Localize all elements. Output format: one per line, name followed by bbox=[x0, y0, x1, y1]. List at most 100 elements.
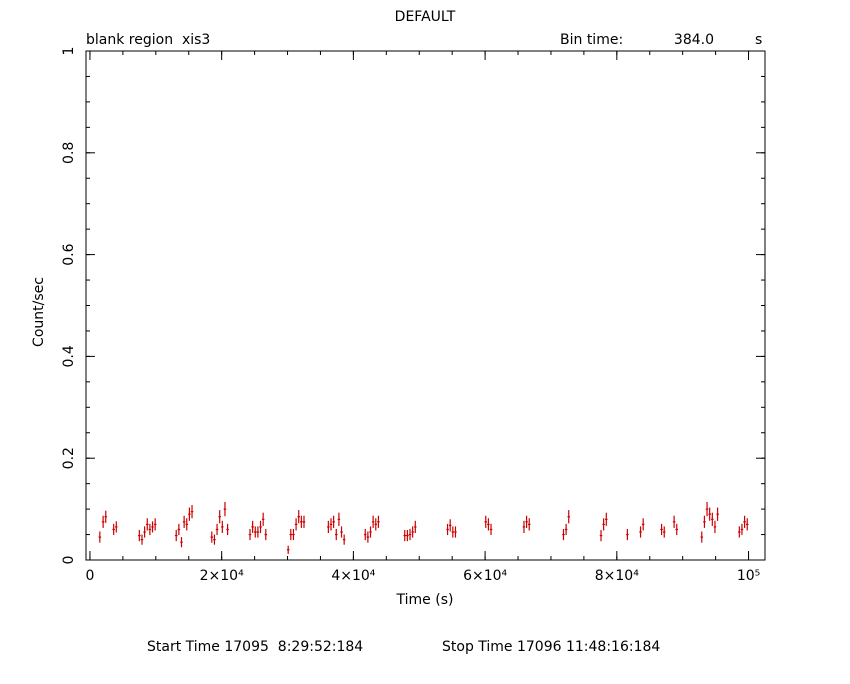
data-point bbox=[185, 518, 189, 531]
data-point bbox=[484, 515, 488, 528]
data-point bbox=[101, 515, 105, 528]
data-point bbox=[641, 518, 645, 531]
x-axis-label: Time (s) bbox=[396, 592, 454, 608]
data-point bbox=[251, 520, 254, 534]
data-point bbox=[411, 526, 414, 538]
data-point bbox=[487, 518, 490, 531]
x-tick-label: 8×10⁴ bbox=[595, 568, 639, 584]
data-point bbox=[525, 515, 528, 528]
data-point bbox=[221, 520, 224, 534]
data-point bbox=[177, 523, 181, 536]
data-point bbox=[522, 520, 526, 534]
data-point bbox=[738, 526, 741, 538]
bin-time-value: 384.0 bbox=[674, 32, 714, 48]
x-tick-label: 10⁵ bbox=[737, 568, 760, 584]
data-point bbox=[112, 523, 115, 536]
data-point bbox=[226, 523, 229, 536]
data-point bbox=[140, 534, 144, 545]
x-tick-label: 0 bbox=[85, 568, 94, 584]
data-point bbox=[605, 512, 608, 526]
data-point bbox=[218, 510, 221, 524]
y-tick-label: 0.6 bbox=[61, 243, 77, 265]
y-tick-label: 0 bbox=[61, 556, 77, 565]
data-point bbox=[115, 521, 118, 533]
y-tick-label: 0.2 bbox=[61, 447, 77, 469]
data-point bbox=[366, 531, 370, 543]
data-point bbox=[374, 518, 378, 531]
x-tick-label: 4×10⁴ bbox=[331, 568, 375, 584]
data-point bbox=[342, 534, 346, 545]
data-point bbox=[264, 528, 268, 541]
data-point bbox=[672, 515, 676, 528]
data-point bbox=[403, 529, 407, 542]
data-point bbox=[292, 528, 295, 541]
data-point bbox=[337, 512, 341, 526]
y-tick-label: 1 bbox=[61, 47, 77, 56]
data-point bbox=[562, 528, 565, 541]
data-point bbox=[104, 510, 108, 523]
data-point bbox=[286, 545, 290, 554]
data-point bbox=[446, 523, 449, 536]
data-point bbox=[406, 529, 409, 542]
data-point bbox=[253, 526, 257, 538]
data-point bbox=[716, 507, 719, 521]
data-point bbox=[740, 523, 744, 536]
data-point bbox=[215, 523, 219, 536]
data-point bbox=[138, 529, 141, 542]
data-point bbox=[711, 512, 714, 526]
start-time: Start Time 17095 8:29:52:184 bbox=[147, 639, 363, 655]
data-point bbox=[143, 526, 146, 538]
data-point bbox=[489, 523, 493, 536]
data-point bbox=[327, 520, 330, 534]
data-point bbox=[451, 526, 455, 538]
data-point bbox=[332, 515, 335, 528]
bin-time-unit: s bbox=[755, 32, 762, 48]
data-point bbox=[745, 518, 749, 531]
data-point bbox=[371, 515, 375, 528]
data-point bbox=[743, 515, 746, 528]
x-tick-label: 6×10⁴ bbox=[463, 568, 507, 584]
data-point bbox=[713, 520, 717, 534]
data-point bbox=[261, 512, 265, 526]
data-point bbox=[700, 531, 704, 543]
data-points bbox=[98, 501, 749, 554]
data-point bbox=[567, 510, 571, 524]
data-point bbox=[369, 526, 372, 538]
data-point bbox=[289, 528, 293, 541]
data-point bbox=[153, 518, 157, 531]
y-tick-label: 0.8 bbox=[61, 142, 77, 164]
data-point bbox=[363, 528, 367, 541]
data-point bbox=[705, 501, 709, 517]
axis-tick-labels: 0 2×10⁴ 4×10⁴ 6×10⁴ 8×10⁴ 10⁵ 0 0.2 0.4 0.6 0.8 1 bbox=[61, 47, 760, 584]
region-label: blank region xis3 bbox=[86, 32, 210, 48]
data-point bbox=[259, 520, 262, 534]
data-point bbox=[145, 518, 149, 531]
data-point bbox=[703, 515, 706, 528]
data-point bbox=[408, 528, 412, 541]
data-point bbox=[98, 531, 102, 543]
data-point bbox=[414, 520, 417, 534]
data-point bbox=[708, 507, 711, 521]
data-point bbox=[190, 505, 194, 519]
data-point bbox=[329, 518, 333, 531]
data-point bbox=[334, 528, 338, 541]
bin-time-label: Bin time: bbox=[560, 32, 623, 48]
data-point bbox=[188, 507, 191, 521]
x-tick-label: 2×10⁴ bbox=[200, 568, 244, 584]
data-point bbox=[626, 528, 629, 541]
data-point bbox=[302, 515, 306, 528]
data-point bbox=[527, 518, 531, 531]
axis-ticks bbox=[86, 50, 765, 561]
y-tick-label: 0.4 bbox=[61, 345, 77, 367]
data-point bbox=[564, 523, 568, 536]
data-point bbox=[300, 515, 303, 528]
data-point bbox=[660, 523, 663, 536]
data-point bbox=[148, 523, 152, 536]
data-point bbox=[256, 526, 260, 538]
data-point bbox=[151, 521, 154, 533]
stop-time: Stop Time 17096 11:48:16:184 bbox=[442, 639, 660, 655]
data-point bbox=[174, 529, 178, 542]
data-point bbox=[639, 526, 642, 538]
data-point bbox=[248, 528, 252, 541]
